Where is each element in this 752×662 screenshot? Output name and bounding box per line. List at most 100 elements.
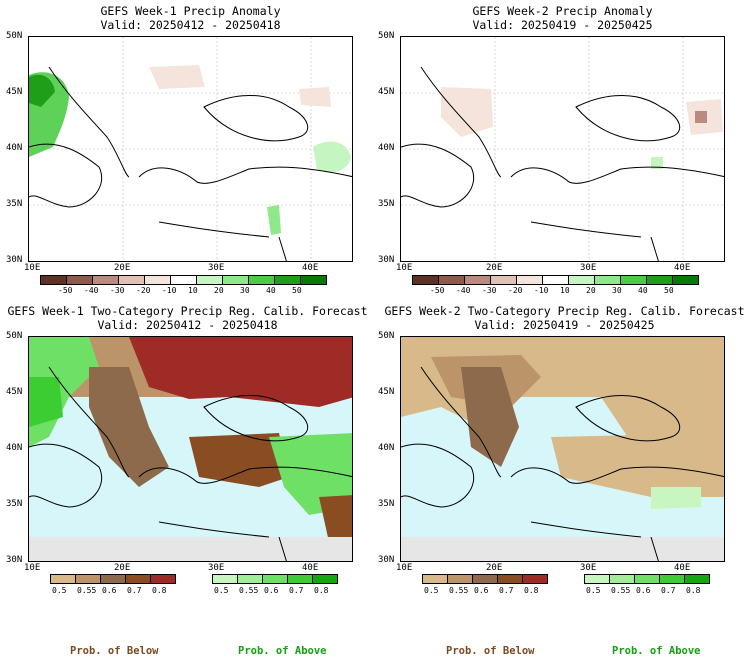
panel-4-title: GEFS Week-2 Two-Category Precip Reg. Cal… [384, 304, 745, 332]
panel-1-title: GEFS Week-1 Precip Anomaly Valid: 2025041… [100, 4, 281, 32]
colorbar-tick-label: 0.55 [449, 586, 469, 595]
colorbar-tick-label: 0.5 [214, 586, 229, 595]
colorbar-swatch [50, 574, 76, 584]
colorbar-swatch [422, 574, 448, 584]
colorbar-swatch [92, 275, 119, 285]
colorbar-swatch [516, 275, 543, 285]
below-colorbar-week2-ticks: 0.5 0.55 0.6 0.7 0.8 [422, 586, 562, 598]
footer-prob-above-2: Prob. of Above [612, 645, 701, 657]
colorbar-swatch [522, 574, 548, 584]
colorbar-swatch [287, 574, 313, 584]
footer-prob-below-2: Prob. of Below [446, 645, 535, 657]
colorbar-tick-label: -50 [58, 286, 73, 295]
colorbar-tick-label: -30 [482, 286, 497, 295]
colorbar-swatch [40, 275, 67, 285]
colorbar-swatch [170, 275, 197, 285]
colorbar-swatch [212, 574, 238, 584]
colorbar-swatch [118, 275, 145, 285]
colorbar-swatch [222, 275, 249, 285]
below-colorbar-week1-ticks: 0.5 0.55 0.6 0.7 0.8 [50, 586, 190, 598]
colorbar-tick-label: 0.5 [52, 586, 67, 595]
colorbar-tick-label: -20 [508, 286, 523, 295]
colorbar-tick-label: 0.8 [152, 586, 167, 595]
map-week1-anomaly [28, 36, 353, 262]
colorbar-swatch [659, 574, 685, 584]
colorbar-swatch [620, 275, 647, 285]
colorbar-tick-label: 50 [292, 286, 302, 295]
colorbar-tick-label: -10 [162, 286, 177, 295]
above-colorbar-week2-ticks: 0.5 0.55 0.6 0.7 0.8 [584, 586, 724, 598]
colorbar-tick-label: 30 [240, 286, 250, 295]
map-week2-anomaly [400, 36, 725, 262]
colorbar-swatch [237, 574, 263, 584]
colorbar-tick-label: -20 [136, 286, 151, 295]
below-colorbar-week1 [50, 574, 176, 584]
colorbar-swatch [300, 275, 327, 285]
colorbar-swatch [248, 275, 275, 285]
colorbar-tick-label: 0.6 [636, 586, 651, 595]
colorbar-swatch [274, 275, 301, 285]
colorbar-tick-label: -30 [110, 286, 125, 295]
colorbar-tick-label: -40 [456, 286, 471, 295]
colorbar-swatch [584, 574, 610, 584]
colorbar-swatch [490, 275, 517, 285]
footer-prob-above-1: Prob. of Above [238, 645, 327, 657]
colorbar-tick-label: 40 [266, 286, 276, 295]
colorbar-swatch [646, 275, 673, 285]
colorbar-swatch [75, 574, 101, 584]
colorbar-tick-label: 10 [188, 286, 198, 295]
panel-2-title: GEFS Week-2 Precip Anomaly Valid: 2025041… [472, 4, 653, 32]
colorbar-swatch [609, 574, 635, 584]
colorbar-swatch [568, 275, 595, 285]
colorbar-tick-label: 40 [638, 286, 648, 295]
colorbar-swatch [542, 275, 569, 285]
colorbar-swatch [472, 574, 498, 584]
above-colorbar-week1 [212, 574, 338, 584]
colorbar-tick-label: 20 [214, 286, 224, 295]
panel-3-title: GEFS Week-1 Two-Category Precip Reg. Cal… [7, 304, 368, 332]
colorbar-swatch [100, 574, 126, 584]
colorbar-tick-label: 0.7 [661, 586, 676, 595]
colorbar-swatch [312, 574, 338, 584]
colorbar-tick-label: 10 [560, 286, 570, 295]
colorbar-tick-label: 0.7 [289, 586, 304, 595]
colorbar-swatch [144, 275, 171, 285]
anomaly-colorbar-week1 [40, 275, 327, 285]
colorbar-tick-label: 0.6 [474, 586, 489, 595]
colorbar-tick-label: 0.55 [611, 586, 631, 595]
colorbar-tick-label: 0.7 [499, 586, 514, 595]
colorbar-tick-label: 0.55 [77, 586, 97, 595]
colorbar-tick-label: 0.7 [127, 586, 142, 595]
colorbar-tick-label: 0.55 [239, 586, 259, 595]
colorbar-swatch [438, 275, 465, 285]
colorbar-tick-label: 0.5 [424, 586, 439, 595]
colorbar-tick-label: -50 [430, 286, 445, 295]
colorbar-tick-label: 0.8 [524, 586, 539, 595]
colorbar-swatch [464, 275, 491, 285]
colorbar-swatch [634, 574, 660, 584]
colorbar-swatch [262, 574, 288, 584]
map-week2-probability [400, 336, 725, 562]
colorbar-swatch [447, 574, 473, 584]
colorbar-swatch [412, 275, 439, 285]
colorbar-tick-label: 50 [664, 286, 674, 295]
colorbar-swatch [66, 275, 93, 285]
map-week1-probability [28, 336, 353, 562]
colorbar-swatch [125, 574, 151, 584]
anomaly-colorbar-week1-ticks: -50 -40 -30 -20 -10 10 20 30 40 50 [40, 286, 340, 298]
colorbar-swatch [497, 574, 523, 584]
anomaly-colorbar-week2-ticks: -50 -40 -30 -20 -10 10 20 30 40 50 [412, 286, 712, 298]
above-colorbar-week1-ticks: 0.5 0.55 0.6 0.7 0.8 [212, 586, 352, 598]
colorbar-tick-label: -10 [534, 286, 549, 295]
colorbar-swatch [684, 574, 710, 584]
colorbar-swatch [672, 275, 699, 285]
colorbar-swatch [594, 275, 621, 285]
colorbar-tick-label: 0.5 [586, 586, 601, 595]
colorbar-tick-label: 20 [586, 286, 596, 295]
colorbar-tick-label: 0.8 [686, 586, 701, 595]
colorbar-swatch [196, 275, 223, 285]
colorbar-tick-label: 30 [612, 286, 622, 295]
above-colorbar-week2 [584, 574, 710, 584]
footer-prob-below-1: Prob. of Below [70, 645, 159, 657]
below-colorbar-week2 [422, 574, 548, 584]
